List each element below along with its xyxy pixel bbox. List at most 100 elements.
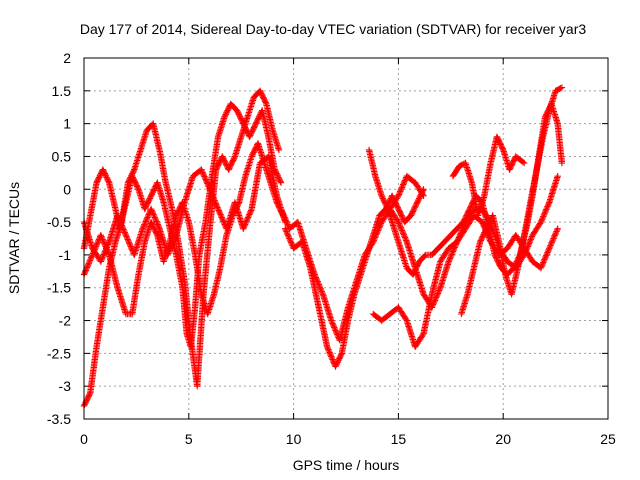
data-point-group: [231, 135, 244, 160]
data-point-group: [135, 240, 148, 278]
data-point-group: [435, 239, 447, 252]
data-point-group: [395, 174, 410, 199]
data-point-group: [437, 259, 452, 291]
data-point-group: [141, 193, 154, 213]
data-point-group: [225, 154, 238, 173]
data-point-group: [248, 161, 263, 213]
data-point-group: [365, 146, 379, 178]
data-point-group: [235, 174, 249, 206]
data-point-group: [269, 127, 282, 152]
y-tick-label: -1: [59, 247, 72, 263]
x-tick-label: 5: [185, 431, 193, 447]
y-tick-label: -3.5: [47, 411, 71, 427]
data-point-group: [261, 159, 274, 185]
data-point-group: [437, 246, 452, 265]
data-point-group: [441, 233, 453, 245]
data-point-group: [80, 390, 93, 410]
data-point-group: [412, 264, 427, 296]
x-tick-label: 0: [80, 431, 88, 447]
data-point: [520, 159, 528, 167]
data-point-group: [407, 200, 420, 219]
data-point-group: [173, 200, 188, 239]
data-point-group: [445, 240, 460, 265]
x-tick-label: 10: [286, 431, 302, 447]
y-tick-label: -0.5: [47, 214, 71, 230]
data-point-group: [156, 146, 169, 185]
data-point-group: [338, 318, 351, 357]
data-point-group: [106, 179, 119, 211]
data-point-group: [204, 292, 217, 318]
x-tick-label: 20: [495, 431, 511, 447]
data-point-group: [164, 233, 179, 259]
y-tick-label: -2: [59, 313, 72, 329]
data-point-group: [470, 212, 485, 225]
data-point-group: [537, 200, 552, 226]
data-point-group: [493, 133, 506, 152]
series-track-3: [80, 140, 287, 318]
data-marks: [80, 84, 566, 410]
series-track-10: [458, 84, 566, 318]
data-point-group: [137, 128, 150, 154]
data-point-group: [470, 240, 483, 272]
data-point-group: [554, 120, 565, 165]
data-point-group: [428, 259, 444, 298]
data-point-group: [372, 172, 385, 198]
x-tick-label: 25: [600, 431, 616, 447]
data-point-group: [214, 115, 228, 140]
data-point-group: [181, 278, 194, 342]
data-point-group: [147, 218, 160, 238]
x-tick-label: 15: [391, 431, 407, 447]
y-tick-label: -1.5: [47, 280, 71, 296]
data-point-group: [546, 89, 559, 114]
data-point-group: [462, 159, 475, 185]
data-point-group: [227, 100, 240, 113]
data-point-group: [506, 154, 519, 173]
data-point: [554, 172, 561, 180]
data-point-group: [124, 167, 137, 186]
data-point-group: [265, 153, 280, 198]
data-point-group: [395, 304, 410, 323]
data-point-group: [397, 245, 410, 270]
data-point-group: [447, 226, 460, 239]
y-tick-label: 1.5: [52, 83, 72, 99]
data-point-group: [131, 148, 144, 173]
data-point-group: [206, 186, 221, 211]
data-point-group: [87, 345, 100, 396]
data-point-group: [539, 108, 553, 140]
data-point-group: [481, 161, 494, 199]
data-point: [558, 84, 566, 91]
data-point-group: [265, 133, 278, 172]
chart-title: Day 177 of 2014, Sidereal Day-to-day VTE…: [80, 21, 586, 37]
data-point-group: [263, 100, 276, 132]
data-point-group: [154, 179, 167, 205]
data-point-group: [298, 238, 314, 270]
data-point-group: [93, 305, 106, 350]
data-point-group: [512, 153, 527, 166]
data-point-group: [495, 238, 509, 277]
data-point-group: [191, 251, 205, 296]
data-point-group: [504, 233, 519, 252]
data-point-group: [453, 220, 469, 245]
data-point-group: [240, 207, 255, 232]
y-tick-label: 0.5: [52, 148, 72, 164]
data-point-group: [487, 238, 502, 257]
data-point-group: [521, 200, 534, 239]
data-point-group: [537, 246, 552, 272]
data-point: [558, 159, 566, 167]
data-point: [277, 179, 285, 186]
data-point-group: [546, 226, 561, 252]
data-point-group: [378, 311, 392, 324]
data-point-group: [221, 102, 234, 121]
data-point: [554, 225, 561, 232]
data-point-group: [395, 218, 410, 244]
data-point-group: [196, 220, 209, 259]
data-point-group: [294, 218, 309, 251]
data-point-group: [412, 179, 426, 198]
data-point-group: [256, 87, 269, 106]
data-point-group: [315, 304, 330, 349]
data-point-group: [210, 266, 224, 298]
data-point-group: [319, 291, 335, 323]
data-point-group: [147, 205, 163, 231]
data-point-group: [428, 246, 441, 259]
data-point-group: [160, 199, 173, 231]
